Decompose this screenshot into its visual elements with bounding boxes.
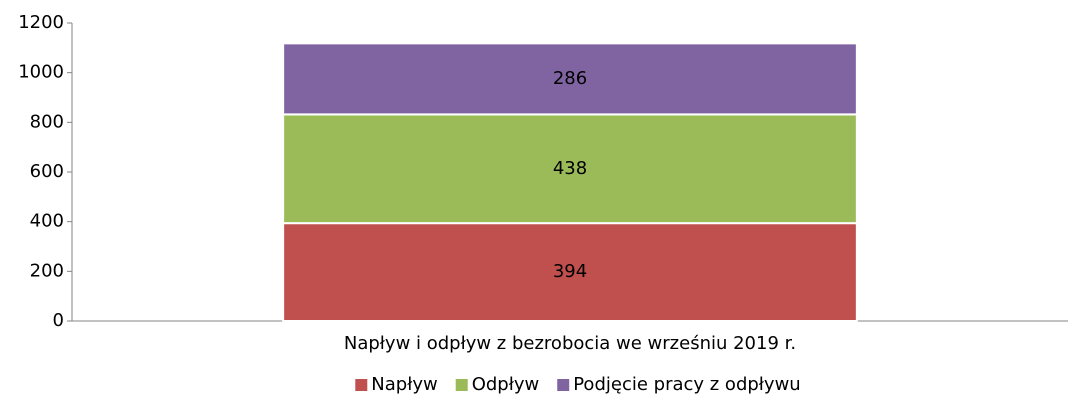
data-label: 394 (553, 261, 587, 282)
legend-label: Napływ (371, 374, 437, 395)
bar-segment (282, 42, 858, 116)
bar-segment (282, 113, 858, 225)
y-tick-label: 400 (30, 211, 64, 232)
legend-swatch (557, 379, 570, 391)
y-tick-label: 200 (30, 260, 64, 281)
legend-swatch (455, 379, 468, 391)
legend-label: Podjęcie pracy z odpływu (573, 374, 800, 395)
y-tick-label: 800 (30, 111, 64, 132)
data-label: 286 (553, 68, 587, 89)
bar-segment (282, 222, 858, 322)
y-tick-label: 1000 (18, 62, 64, 83)
x-tick-label: Napływ i odpływ z bezrobocia we wrześniu… (344, 333, 796, 354)
legend-swatch (355, 379, 368, 391)
y-tick-label: 600 (30, 161, 64, 182)
legend-label: Odpływ (472, 374, 540, 395)
y-tick-label: 0 (53, 310, 64, 331)
y-tick-label: 1200 (18, 12, 64, 33)
data-label: 438 (553, 158, 587, 179)
